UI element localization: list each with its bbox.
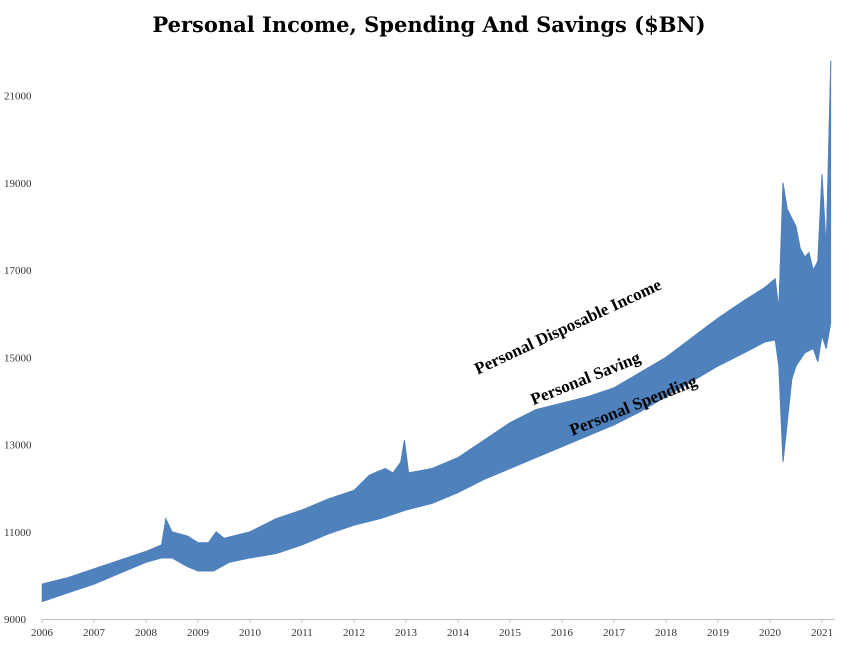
x-tick-label: 2012 — [343, 627, 365, 639]
y-tick-label: 15000 — [4, 352, 32, 364]
x-tick-label: 2007 — [83, 627, 106, 639]
x-tick-label: 2009 — [187, 627, 210, 639]
series-line-income — [41, 60, 832, 585]
y-axis-ticks: 9000 11000 13000 15000 17000 19000 21000 — [4, 91, 32, 626]
y-tick-label: 11000 — [4, 527, 32, 539]
y-tick-label: 17000 — [4, 265, 32, 277]
x-tick-label: 2016 — [551, 627, 574, 639]
x-tick-label: 2015 — [499, 627, 522, 639]
x-tick-label: 2021 — [811, 627, 833, 639]
x-tick-label: 2011 — [291, 627, 313, 639]
x-tick-label: 2006 — [31, 627, 54, 639]
x-tick-label: 2019 — [707, 627, 730, 639]
saving-band — [41, 60, 832, 603]
y-tick-label: 9000 — [4, 614, 27, 626]
x-tick-label: 2018 — [655, 627, 678, 639]
x-tick-label: 2017 — [603, 627, 626, 639]
series-line-spending — [41, 322, 832, 603]
x-tick-label: 2008 — [135, 627, 158, 639]
x-tick-label: 2014 — [447, 627, 470, 639]
chart-title: Personal Income, Spending And Savings ($… — [152, 12, 705, 37]
x-tick-label: 2010 — [239, 627, 262, 639]
x-axis-ticks: 2006 2007 2008 2009 2010 2011 2012 2013 2014 2015… — [31, 619, 833, 639]
x-tick-label: 2013 — [395, 627, 418, 639]
x-tick-label: 2020 — [759, 627, 782, 639]
y-tick-label: 21000 — [4, 91, 32, 103]
series-lines — [41, 60, 832, 603]
y-tick-label: 13000 — [4, 440, 32, 452]
y-tick-label: 19000 — [4, 178, 32, 190]
